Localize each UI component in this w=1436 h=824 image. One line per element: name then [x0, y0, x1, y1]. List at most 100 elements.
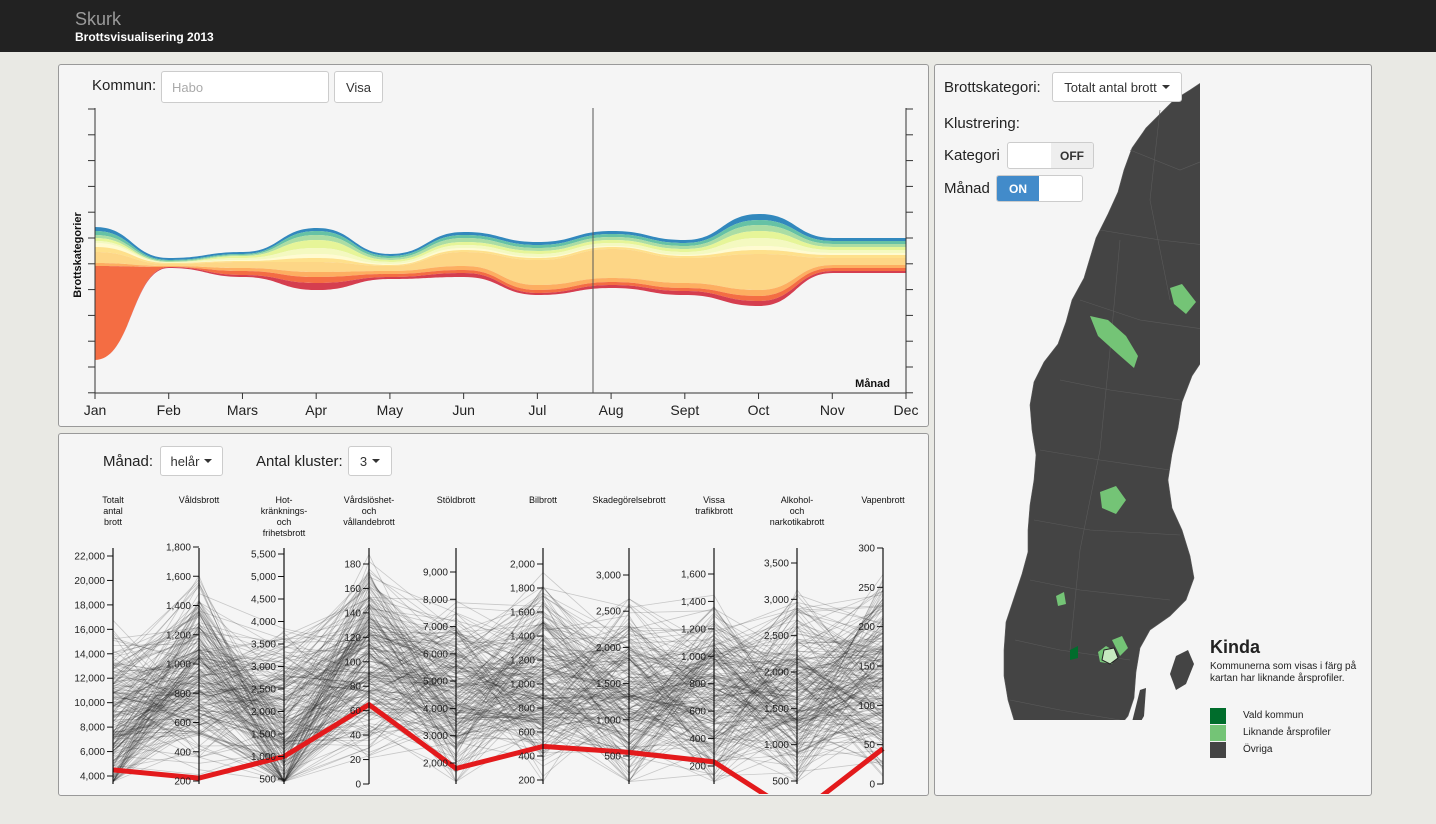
- kommun-profile-line: [112, 586, 884, 732]
- similar-kommun-region[interactable]: [1090, 316, 1138, 368]
- kommun-profile-line: [112, 648, 884, 783]
- kommun-profile-line: [112, 598, 884, 783]
- kommun-profile-line: [112, 585, 884, 766]
- stream-layer[interactable]: [95, 214, 906, 260]
- similar-kommun-region[interactable]: [1112, 636, 1128, 656]
- pc-axis[interactable]: 1,800 1,600 1,400 1,200 1,000 800 600 400 200 Vål…: [166, 495, 220, 788]
- pc-axis[interactable]: 2,000 1,800 1,600 1,400 1,200 1,000 800 600 400 2…: [510, 495, 558, 787]
- kinda-region[interactable]: [1101, 647, 1119, 665]
- stream-layer[interactable]: [95, 231, 906, 262]
- manad-toggle[interactable]: ON: [996, 175, 1083, 202]
- pc-tick-label: 500: [772, 777, 789, 788]
- caret-down-icon: [204, 459, 213, 463]
- category-dropdown[interactable]: Totalt antal brott: [1052, 72, 1182, 102]
- pc-axis[interactable]: 300 250 200 150 100 50 0 Vapenbrott: [858, 495, 905, 791]
- selected-kommun-title: Kinda: [1210, 637, 1261, 657]
- kommun-profile-line: [112, 612, 884, 712]
- stream-layer[interactable]: [95, 238, 906, 264]
- kommun-input[interactable]: Habo: [161, 71, 329, 103]
- stream-layer[interactable]: [95, 263, 906, 296]
- kommun-profile-line: [112, 613, 884, 719]
- kommun-profile-line: [112, 604, 884, 752]
- kommun-profile-line: [112, 627, 884, 783]
- similar-kommun-region[interactable]: [1100, 486, 1126, 514]
- kommun-profile-line: [112, 634, 884, 763]
- pc-axis[interactable]: 5,500 5,000 4,500 4,000 3,500 3,000 2,500 2,000…: [251, 495, 307, 786]
- pc-axis-title: Våldsbrott: [179, 495, 220, 505]
- pc-axis[interactable]: 3,000 2,500 2,000 1,500 1,000 500 Skadegörelse…: [592, 495, 666, 784]
- visa-button[interactable]: Visa: [334, 71, 383, 103]
- pc-axis[interactable]: 22,000 20,000 18,000 16,000 14,000 12,000 10,0…: [74, 495, 124, 784]
- stream-layer[interactable]: [95, 267, 906, 360]
- kommun-profile-line: [112, 590, 884, 750]
- kommun-profile-line: [112, 579, 884, 783]
- kommun-profile-line: [112, 618, 884, 783]
- kommun-profile-line: [112, 573, 884, 782]
- pc-tick-label: 500: [259, 775, 276, 786]
- similar-kommun-region[interactable]: [1170, 284, 1196, 314]
- pc-axis[interactable]: 9,000 8,000 7,000 6,000 5,000 4,000 3,000 2,000…: [423, 495, 476, 784]
- pc-tick-label: 18,000: [74, 600, 105, 611]
- kommun-profile-line: [112, 624, 884, 758]
- kommun-profile-line: [112, 604, 884, 783]
- kommun-profile-line: [112, 581, 884, 783]
- kommun-profile-line: [112, 583, 884, 777]
- kommun-profile-line: [112, 663, 884, 770]
- stream-layer[interactable]: [95, 266, 906, 360]
- kommun-profile-line: [112, 621, 884, 762]
- pc-tick-label: 4,000: [251, 617, 276, 628]
- kommun-profile-line: [112, 616, 884, 730]
- kommun-profile-line: [112, 602, 884, 783]
- pc-axis[interactable]: 3,500 3,000 2,500 2,000 1,500 1,000 500 Alkohol…: [764, 495, 825, 788]
- pc-axis-title: frihetsbrott: [263, 528, 306, 538]
- month-tick-label: Aug: [599, 402, 624, 418]
- month-dropdown[interactable]: helår: [160, 446, 223, 476]
- month-tick-label: Jan: [84, 402, 107, 418]
- kommun-profile-line: [112, 646, 884, 783]
- stream-layer[interactable]: [95, 220, 906, 261]
- sweden-kommuner-shape[interactable]: [1003, 72, 1200, 720]
- pc-axis[interactable]: 180 160 140 120 100 80 60 40 20 0 Vårdslöshet-ochv…: [343, 495, 395, 791]
- pc-axis[interactable]: 1,600 1,400 1,200 1,000 800 600 400 200 Vissatra…: [681, 495, 733, 784]
- pc-axis-title: Vårdslöshet-: [344, 495, 395, 505]
- oland-island[interactable]: [1132, 688, 1146, 720]
- kommun-profile-line: [112, 609, 884, 751]
- pc-tick-label: 20: [350, 755, 362, 766]
- pc-tick-label: 600: [174, 718, 191, 729]
- month-tick-label: Sept: [670, 402, 699, 418]
- kommun-profile-line: [112, 580, 884, 782]
- kommun-profile-line: [112, 603, 884, 741]
- parallel-coordinates-chart[interactable]: 22,000 20,000 18,000 16,000 14,000 12,000 10,0…: [60, 490, 926, 794]
- kommun-profile-line: [112, 637, 884, 783]
- kommun-profile-line: [112, 625, 884, 737]
- legend-swatch: [1210, 742, 1226, 758]
- streamgraph-chart[interactable]: Brottskategorier Månad Jan Feb Mars Apr May J…: [60, 100, 926, 425]
- kommun-profile-line: [112, 594, 884, 766]
- similar-kommun-region[interactable]: [1056, 592, 1066, 606]
- clusters-dropdown[interactable]: 3: [348, 446, 392, 476]
- kommun-profile-line: [112, 578, 884, 757]
- stream-layer[interactable]: [95, 249, 906, 290]
- selected-kommun-region[interactable]: [1070, 646, 1078, 660]
- kommun-profile-line: [112, 606, 884, 779]
- sweden-map[interactable]: [1000, 70, 1200, 720]
- gotland-island[interactable]: [1170, 650, 1194, 690]
- stream-layer[interactable]: [95, 225, 906, 262]
- kommun-profile-line: [112, 608, 884, 716]
- brand-logo[interactable]: Skurk: [75, 9, 122, 29]
- legend-swatch: [1210, 708, 1226, 724]
- kommun-profile-line: [112, 606, 884, 735]
- kommun-profile-line: [112, 605, 884, 783]
- kommun-profile-line: [112, 592, 884, 734]
- pc-tick-label: 1,400: [166, 601, 191, 612]
- pc-tick-label: 200: [518, 776, 535, 787]
- kommun-profile-line: [112, 602, 884, 766]
- kommun-profile-line: [112, 619, 884, 737]
- kommun-profile-line: [112, 574, 884, 783]
- pc-tick-label: 1,600: [166, 572, 191, 583]
- kommun-profile-line: [112, 617, 884, 771]
- stream-layer[interactable]: [95, 247, 906, 266]
- kommun-profile-line: [112, 624, 884, 782]
- kategori-toggle[interactable]: OFF: [1007, 142, 1094, 169]
- kommun-profile-line: [112, 639, 884, 778]
